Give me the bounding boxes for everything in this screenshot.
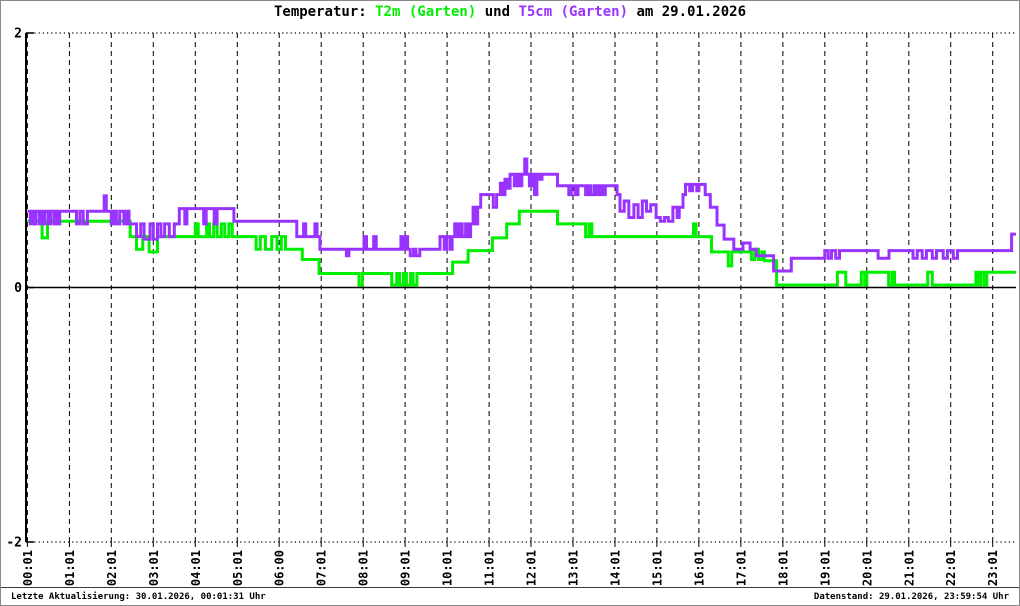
x-axis-label: 04:01 [189,550,203,586]
t2m-series-line [27,209,1016,287]
x-axis-label: 08:01 [357,550,371,586]
x-axis-label: 01:01 [63,550,77,586]
x-axis-label: 00:01 [21,550,35,586]
x-axis-label: 19:01 [818,550,832,586]
y-axis-label: 2 [14,27,22,42]
y-axis-label: -2 [6,536,22,551]
x-axis-label: 11:01 [483,550,497,586]
x-axis-label: 17:01 [734,550,748,586]
x-axis-label: 15:01 [650,550,664,586]
x-axis-label: 06:00 [273,550,287,586]
x-axis-label: 05:01 [231,550,245,586]
x-axis-label: 16:01 [692,550,706,586]
x-axis-label: 20:01 [860,550,874,586]
title-text-date: am 29.01.2026 [628,4,747,20]
x-axis-label: 14:01 [609,550,623,586]
x-axis-label: 12:01 [525,550,539,586]
y-axis-label: 0 [14,281,22,296]
title-legend-t5cm: T5cm (Garten) [518,4,629,20]
footer-separator-line [1,587,1019,588]
data-timestamp-text: Datenstand: 29.01.2026, 23:59:54 Uhr [813,592,1009,602]
x-axis-label: 23:01 [986,550,1000,586]
x-axis-label: 02:01 [105,550,119,586]
title-text-und: und [476,4,519,20]
x-axis-label: 09:01 [399,550,413,586]
t5cm-series-line [27,157,1016,273]
x-axis-label: 18:01 [776,550,790,586]
x-axis-label: 22:01 [944,550,958,586]
title-legend-t2m: T2m (Garten) [375,4,477,20]
chart-title: Temperatur: T2m (Garten) und T5cm (Garte… [1,4,1019,20]
x-axis-label: 03:01 [147,550,161,586]
last-update-text: Letzte Aktualisierung: 30.01.2026, 00:01… [11,592,266,602]
x-axis-label: 10:01 [441,550,455,586]
x-axis-label: 07:01 [315,550,329,586]
title-text-prefix: Temperatur: [273,4,376,20]
x-axis-label: 13:01 [567,550,581,586]
x-axis-label: 21:01 [902,550,916,586]
